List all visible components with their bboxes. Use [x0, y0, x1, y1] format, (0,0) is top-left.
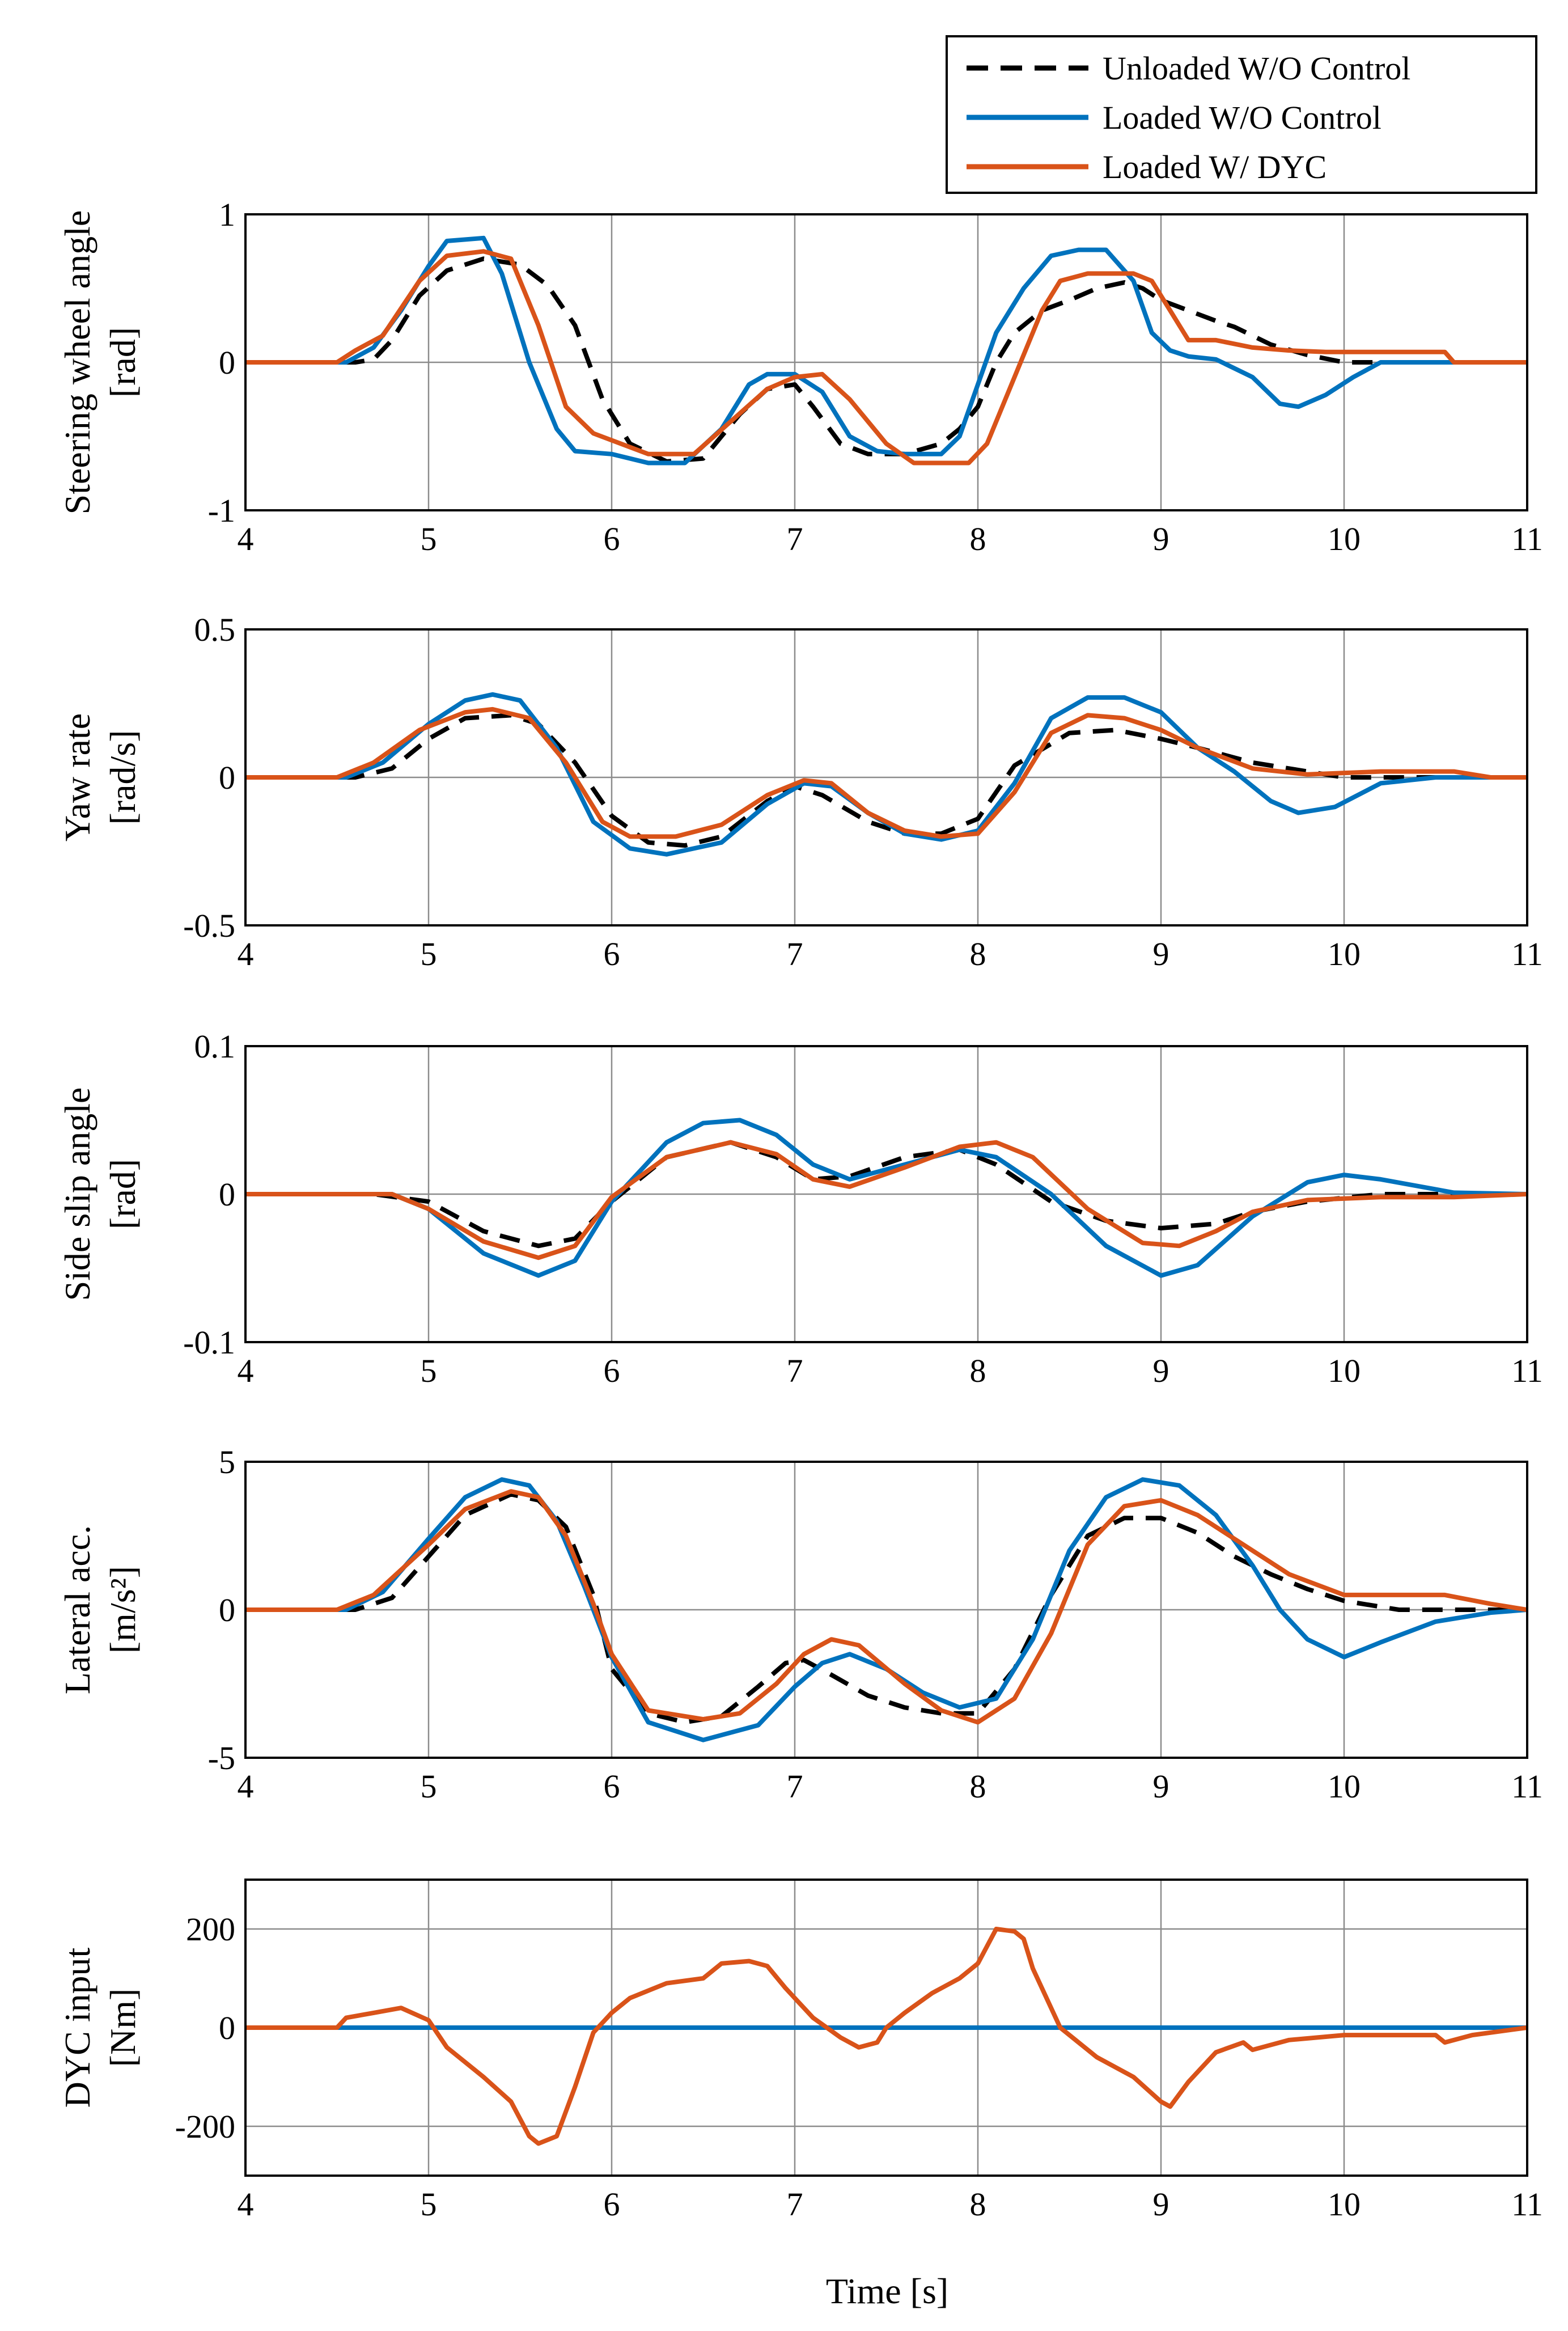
x-tick-label: 10	[1328, 2186, 1361, 2223]
y-axis-title: Steering wheel angle [rad]	[57, 210, 143, 515]
y-tick-label: 5	[219, 1444, 235, 1480]
x-tick-label: 11	[1511, 521, 1543, 557]
x-tick-label: 4	[238, 936, 254, 972]
axes-frame	[244, 1045, 1528, 1343]
series-group	[245, 1118, 1527, 1278]
y-tick-label: -5	[208, 1740, 235, 1776]
y-tick-label: -200	[175, 2108, 235, 2145]
axes-frame	[244, 213, 1528, 511]
panel-2: 4 5 6 7 8 9 10 11 -0.5 0 0.5 Yaw rate [rad/s]	[57, 611, 1543, 972]
y-tick-label: 0.1	[194, 1028, 236, 1065]
x-tick-label: 9	[1153, 1352, 1169, 1389]
x-tick-label: 5	[421, 1352, 437, 1389]
series-line-loaded-w-dyc	[245, 1140, 1527, 1260]
series-group	[245, 1927, 1527, 2146]
series-group	[245, 235, 1527, 466]
y-tick-label: 0	[219, 1592, 235, 1628]
x-tick-label: 11	[1511, 2186, 1543, 2223]
panel-4: 4 5 6 7 8 9 10 11 -5 0 5 Lateral acc. [m/s²]	[57, 1444, 1543, 1805]
panel-5: 4 5 6 7 8 9 10 11 -200 0 200 DYC input [Nm]	[57, 1879, 1543, 2223]
y-tick-label: 0	[219, 2010, 235, 2046]
x-tick-label: 11	[1511, 936, 1543, 972]
y-axis-title: DYC input [Nm]	[57, 1947, 143, 2108]
x-tick-label: 7	[787, 1768, 803, 1805]
x-tick-label: 10	[1328, 1768, 1361, 1805]
x-tick-label: 11	[1511, 1768, 1543, 1805]
x-tick-label: 10	[1328, 521, 1361, 557]
x-tick-label: 4	[238, 521, 254, 557]
x-tick-label: 5	[421, 1768, 437, 1805]
axes-frame	[244, 628, 1528, 927]
series-group	[245, 1477, 1527, 1742]
x-axis-title: Time [s]	[826, 2271, 948, 2311]
x-tick-label: 7	[787, 1352, 803, 1389]
x-tick-label: 11	[1511, 1352, 1543, 1389]
x-tick-label: 9	[1153, 1768, 1169, 1805]
x-tick-label: 6	[604, 521, 620, 557]
x-tick-label: 8	[970, 1352, 986, 1389]
x-tick-label: 9	[1153, 521, 1169, 557]
y-tick-label: 0	[219, 344, 235, 381]
x-tick-label: 8	[970, 1768, 986, 1805]
x-tick-label: 6	[604, 936, 620, 972]
legend-label-unloaded: Unloaded W/O Control	[1103, 50, 1410, 87]
x-tick-label: 10	[1328, 1352, 1361, 1389]
x-tick-label: 6	[604, 2186, 620, 2223]
y-axis-title: Lateral acc. [m/s²]	[57, 1525, 143, 1694]
legend-label-loaded: Loaded W/O Control	[1103, 99, 1381, 136]
panel-1: 4 5 6 7 8 9 10 11 -1 0 1 Steering wheel angle [rad]	[57, 196, 1543, 557]
x-tick-label: 9	[1153, 936, 1169, 972]
x-tick-label: 6	[604, 1352, 620, 1389]
axes-frame	[244, 1879, 1528, 2177]
x-tick-label: 10	[1328, 936, 1361, 972]
x-tick-label: 5	[421, 521, 437, 557]
series-line-loaded-w-dyc	[245, 249, 1527, 466]
y-tick-label: 0.5	[194, 611, 236, 648]
series-line-loaded-w-o-control	[245, 1118, 1527, 1278]
y-tick-label: 0	[219, 1176, 235, 1213]
x-tick-label: 4	[238, 1768, 254, 1805]
x-tick-label: 6	[604, 1768, 620, 1805]
series-group	[245, 692, 1527, 857]
panel-3: 4 5 6 7 8 9 10 11 -0.1 0 0.1 Side slip angle [rad]	[57, 1028, 1543, 1389]
x-tick-label: 8	[970, 2186, 986, 2223]
x-tick-label: 4	[238, 2186, 254, 2223]
x-tick-label: 7	[787, 2186, 803, 2223]
legend-label-dyc: Loaded W/ DYC	[1103, 149, 1327, 185]
y-tick-label: -0.1	[183, 1324, 235, 1361]
legend: Unloaded W/O Control Loaded W/O Control …	[946, 35, 1537, 194]
x-tick-label: 5	[421, 936, 437, 972]
series-line-loaded-w-dyc	[245, 1489, 1527, 1725]
series-line-loaded-w-dyc	[245, 1927, 1527, 2146]
x-tick-label: 8	[970, 936, 986, 972]
y-tick-label: -0.5	[183, 907, 235, 944]
y-tick-label: 0	[219, 759, 235, 796]
axes-frame	[244, 1461, 1528, 1759]
y-axis-title: Side slip angle [rad]	[57, 1088, 143, 1301]
x-tick-label: 4	[238, 1352, 254, 1389]
x-tick-label: 5	[421, 2186, 437, 2223]
x-tick-label: 8	[970, 521, 986, 557]
x-tick-label: 7	[787, 521, 803, 557]
y-tick-label: 200	[186, 1911, 235, 1948]
x-tick-label: 9	[1153, 2186, 1169, 2223]
y-tick-label: 1	[219, 196, 235, 233]
y-axis-title: Yaw rate [rad/s]	[57, 713, 143, 841]
series-line-unloaded-w-o-control	[245, 713, 1527, 848]
x-tick-label: 7	[787, 936, 803, 972]
y-tick-label: -1	[208, 492, 235, 529]
series-line-loaded-w-dyc	[245, 707, 1527, 839]
